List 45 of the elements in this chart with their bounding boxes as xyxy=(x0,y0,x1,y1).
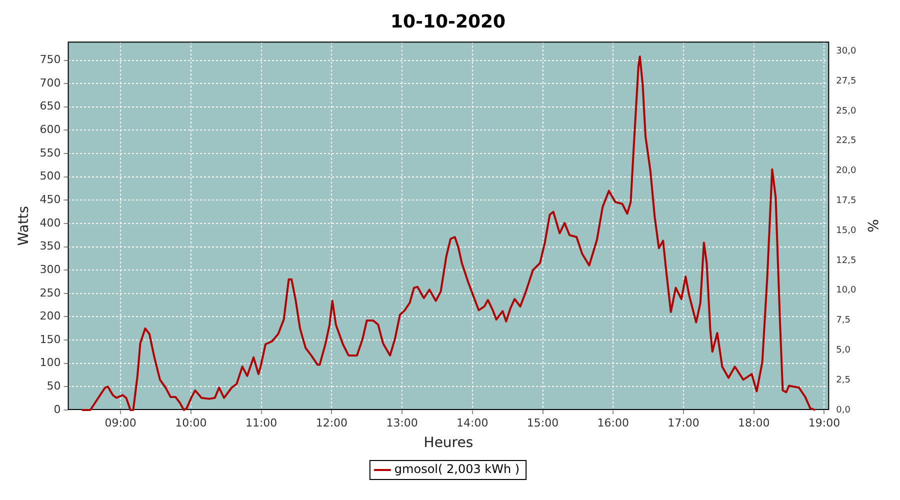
y-tick-label: 0 xyxy=(54,402,61,416)
y-tick-label: 200 xyxy=(40,310,61,323)
y2-tick-label: 0,0 xyxy=(836,405,851,416)
x-tick-label: 14:00 xyxy=(456,416,488,430)
x-tick-label: 13:00 xyxy=(386,416,418,430)
y-axis-title: Watts xyxy=(16,206,32,246)
x-axis-title: Heures xyxy=(424,435,474,452)
y-tick-label: 300 xyxy=(40,262,61,276)
y2-tick-label: 10,0 xyxy=(836,286,856,296)
y2-tick-label: 5,0 xyxy=(836,346,851,356)
y2-tick-label: 15,0 xyxy=(836,226,856,236)
y-tick-label: 350 xyxy=(40,240,61,253)
x-tick-label: 15:00 xyxy=(526,416,559,430)
y2-tick-label: 17,5 xyxy=(836,196,856,206)
y-tick-label: 650 xyxy=(40,100,61,113)
chart-title: 10-10-2020 xyxy=(390,11,506,32)
x-tick-label: 09:00 xyxy=(104,416,136,430)
x-tick-label: 16:00 xyxy=(597,416,629,430)
x-tick-label: 12:00 xyxy=(316,416,348,430)
y-tick-label: 500 xyxy=(40,170,61,183)
y-tick-label: 700 xyxy=(40,76,61,90)
x-tick-label: 10:00 xyxy=(175,416,207,430)
y-tick-label: 750 xyxy=(40,53,61,66)
y-tick-label: 50 xyxy=(46,380,61,393)
y-tick-label: 400 xyxy=(40,216,61,230)
y-tick-label: 600 xyxy=(40,123,61,136)
y2-tick-label: 2,5 xyxy=(836,375,850,386)
legend-label: gmosol( 2,003 kWh ) xyxy=(394,462,520,476)
y2-tick-label: 30,0 xyxy=(836,46,856,57)
x-tick-label: 19:00 xyxy=(808,416,840,430)
y-tick-label: 250 xyxy=(40,286,61,300)
x-tick-label: 18:00 xyxy=(738,416,770,430)
y-tick-label: 150 xyxy=(40,332,61,346)
y-tick-label: 450 xyxy=(40,193,61,206)
y-tick-label: 550 xyxy=(40,146,61,160)
y2-tick-label: 12,5 xyxy=(836,256,856,266)
y2-tick-label: 7,5 xyxy=(836,316,850,326)
y-tick-label: 100 xyxy=(40,356,61,370)
y2-tick-label: 22,5 xyxy=(836,136,856,146)
x-tick-label: 17:00 xyxy=(668,416,700,430)
y2-tick-label: 25,0 xyxy=(836,106,856,116)
y2-axis-title: % xyxy=(864,219,880,232)
y2-tick-label: 20,0 xyxy=(836,166,856,176)
x-tick-label: 11:00 xyxy=(245,416,278,430)
y2-tick-label: 27,5 xyxy=(836,76,856,86)
